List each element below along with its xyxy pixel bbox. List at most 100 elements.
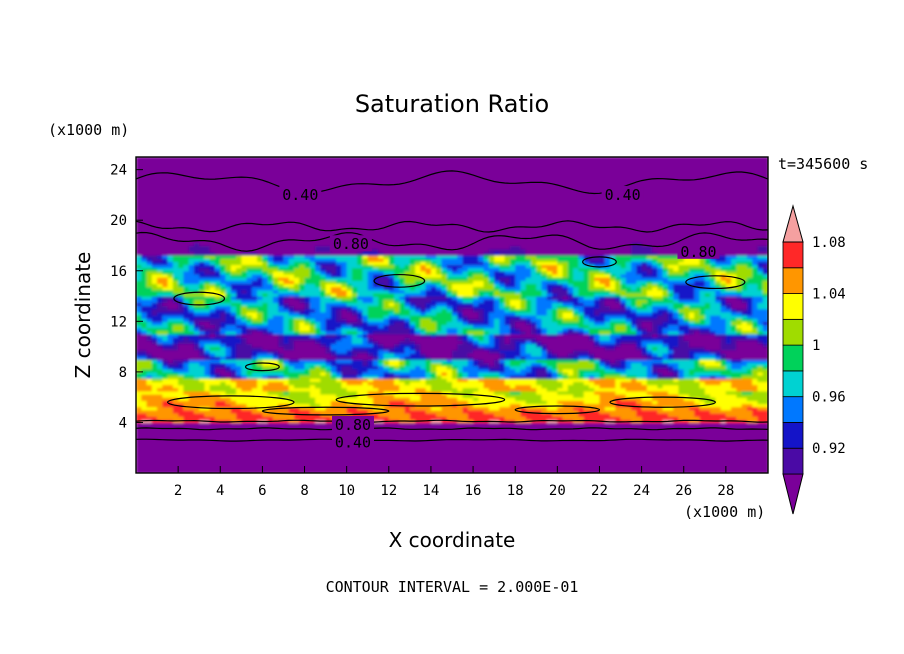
field-cell — [157, 254, 163, 259]
field-cell — [304, 359, 311, 363]
field-cell — [272, 163, 279, 168]
field-cell — [362, 213, 369, 218]
field-cell — [283, 273, 290, 278]
field-cell — [278, 172, 285, 177]
field-cell — [241, 340, 248, 345]
field-cell — [283, 327, 290, 332]
field-cell — [346, 289, 353, 294]
field-cell — [183, 163, 190, 168]
field-cell — [257, 258, 263, 262]
field-cell — [283, 460, 290, 465]
field-cell — [320, 169, 327, 174]
field-cell — [346, 198, 353, 202]
field-cell — [341, 217, 348, 221]
field-cell — [299, 333, 306, 338]
field-cell — [320, 381, 327, 386]
field-cell — [357, 349, 364, 354]
field-cell — [357, 172, 364, 177]
field-cell — [146, 169, 153, 174]
field-cell — [299, 201, 306, 205]
field-cell — [162, 454, 169, 458]
field-cell — [288, 213, 295, 218]
field-cell — [136, 299, 142, 303]
field-cell — [136, 327, 142, 332]
field-cell — [193, 261, 200, 266]
field-cell — [330, 397, 337, 401]
field-cell — [330, 327, 337, 332]
field-cell — [178, 201, 184, 205]
field-cell — [162, 356, 169, 360]
field-cell — [330, 378, 337, 382]
field-cell — [330, 251, 337, 256]
field-cell — [346, 210, 353, 215]
field-cell — [188, 308, 195, 313]
field-cell — [394, 460, 400, 465]
field-cell — [236, 375, 242, 379]
field-cell — [304, 371, 311, 376]
field-cell — [294, 223, 300, 228]
field-cell — [320, 375, 327, 379]
field-cell — [394, 210, 400, 215]
field-cell — [209, 333, 216, 338]
field-cell — [215, 264, 221, 269]
field-cell — [204, 337, 211, 341]
field-cell — [225, 198, 232, 202]
field-cell — [230, 450, 237, 455]
field-cell — [162, 381, 169, 386]
field-cell — [167, 242, 174, 247]
field-cell — [388, 378, 395, 382]
field-cell — [383, 204, 390, 209]
field-cell — [341, 220, 348, 224]
field-cell — [262, 406, 269, 411]
field-cell — [199, 185, 206, 190]
field-cell — [162, 412, 169, 417]
field-cell — [278, 242, 285, 247]
field-cell — [315, 302, 321, 307]
field-cell — [199, 280, 206, 284]
field-cell — [183, 292, 190, 297]
field-cell — [315, 264, 321, 269]
field-cell — [346, 299, 353, 303]
field-cell — [278, 330, 285, 335]
field-cell — [357, 201, 364, 205]
field-cell — [220, 365, 227, 370]
field-cell — [309, 302, 316, 307]
field-cell — [304, 384, 311, 389]
field-cell — [383, 169, 390, 174]
field-cell — [204, 201, 211, 205]
field-cell — [215, 182, 221, 187]
field-cell — [215, 242, 221, 247]
field-cell — [351, 406, 358, 411]
field-cell — [283, 223, 290, 228]
field-cell — [220, 403, 227, 408]
field-cell — [294, 210, 300, 215]
field-cell — [215, 390, 221, 395]
field-cell — [146, 315, 153, 319]
field-cell — [294, 463, 300, 468]
field-cell — [351, 172, 358, 177]
field-cell — [330, 359, 337, 363]
field-cell — [167, 204, 174, 209]
field-cell — [236, 163, 242, 168]
field-cell — [209, 469, 216, 473]
field-cell — [209, 204, 216, 209]
field-cell — [294, 166, 300, 171]
field-cell — [394, 229, 400, 234]
field-cell — [362, 454, 369, 458]
field-cell — [193, 245, 200, 250]
field-cell — [294, 343, 300, 348]
field-cell — [394, 447, 400, 452]
field-cell — [304, 390, 311, 395]
field-cell — [241, 438, 248, 442]
field-cell — [283, 337, 290, 341]
field-cell — [272, 330, 279, 335]
field-cell — [315, 457, 321, 461]
field-cell — [215, 194, 221, 199]
field-cell — [304, 324, 311, 329]
field-cell — [283, 175, 290, 180]
field-cell — [167, 305, 174, 310]
field-cell — [283, 375, 290, 379]
field-cell — [136, 394, 142, 398]
field-cell — [320, 182, 327, 187]
field-cell — [299, 356, 306, 360]
